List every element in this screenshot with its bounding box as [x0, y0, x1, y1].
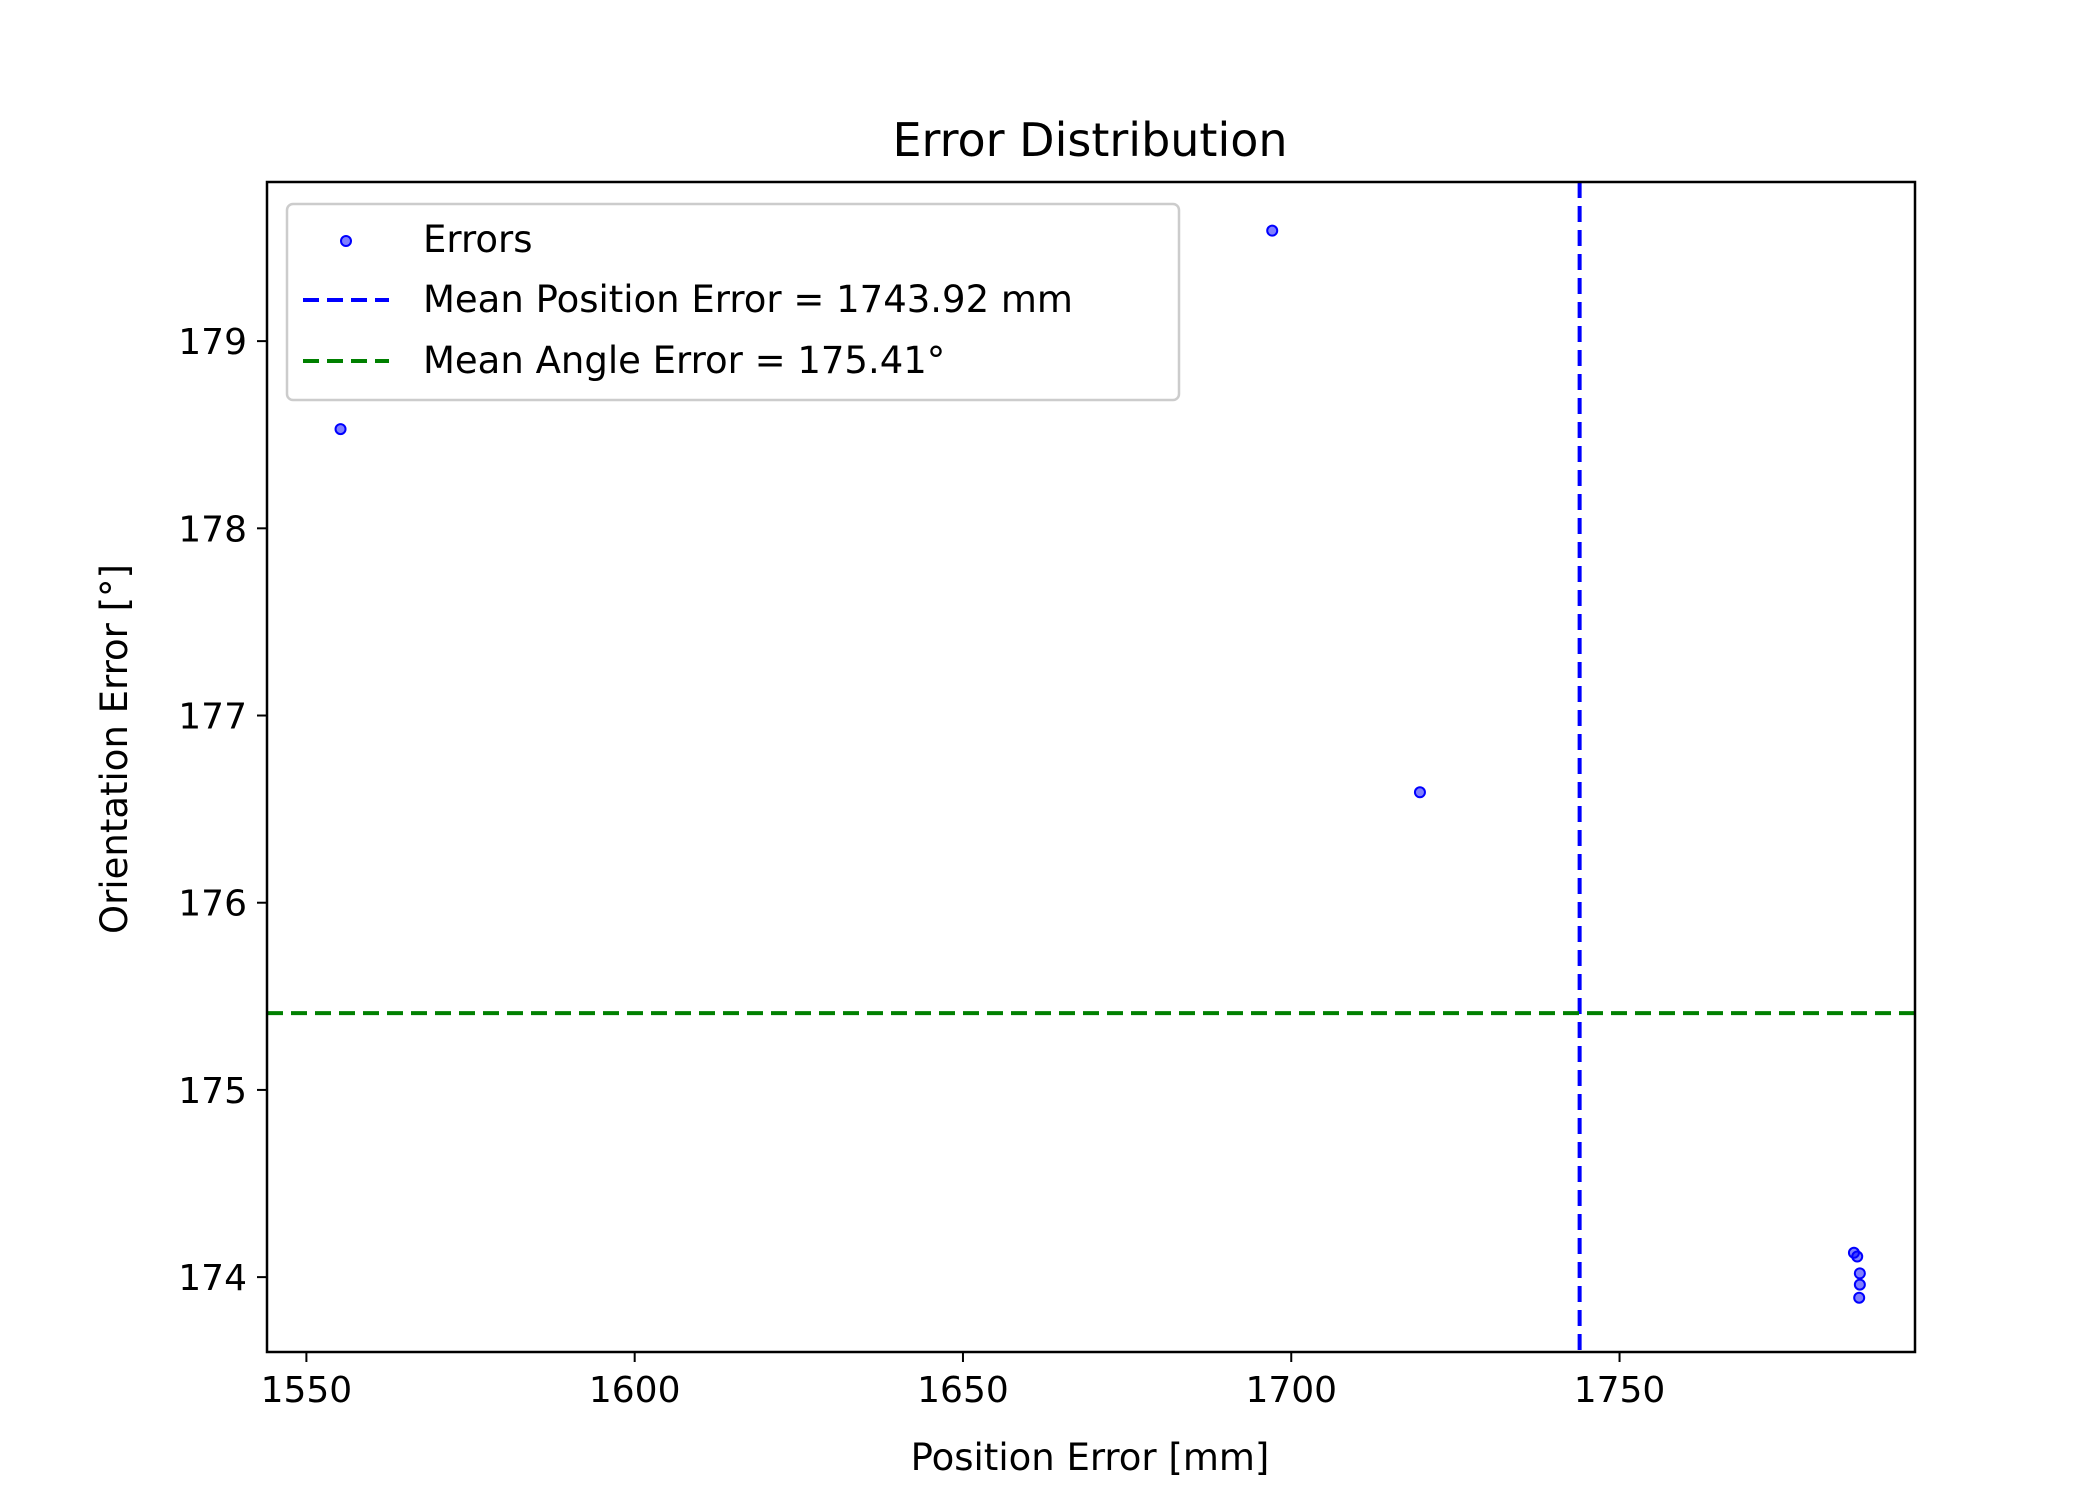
x-tick-label: 1650	[917, 1370, 1009, 1411]
x-tick-label: 1750	[1574, 1370, 1666, 1411]
plot-area	[265, 180, 1917, 1354]
y-tick-label: 178	[178, 509, 247, 550]
scatter-point	[1266, 224, 1279, 237]
scatter-points	[334, 224, 1866, 1304]
legend-label-mean-position: Mean Position Error = 1743.92 mm	[423, 278, 1073, 321]
legend-label-mean-angle: Mean Angle Error = 175.41°	[423, 339, 945, 382]
y-tick-label: 179	[178, 322, 247, 363]
legend-marker-errors	[340, 235, 352, 247]
x-tick-label: 1550	[261, 1370, 353, 1411]
x-tick-label: 1600	[589, 1370, 681, 1411]
scatter-point	[1413, 786, 1426, 799]
x-axis-ticks: 1550 1600 1650 1700 1750	[261, 1352, 1666, 1411]
scatter-point	[334, 423, 347, 436]
y-axis-ticks: 174 175 176 177 178 179	[178, 322, 267, 1299]
scatter-point	[1853, 1291, 1866, 1304]
y-tick-label: 174	[178, 1258, 247, 1299]
y-axis-label: Orientation Error [°]	[93, 564, 136, 934]
legend-label-errors: Errors	[423, 218, 532, 261]
legend-box	[285, 202, 1181, 402]
legend: Errors Mean Position Error = 1743.92 mm …	[285, 202, 1181, 402]
scatter-point	[1853, 1267, 1866, 1280]
y-tick-label: 177	[178, 697, 247, 738]
scatter-point	[1851, 1250, 1864, 1263]
chart-title: Error Distribution	[892, 113, 1287, 167]
y-tick-label: 175	[178, 1071, 247, 1112]
x-tick-label: 1700	[1245, 1370, 1337, 1411]
mean-lines	[267, 182, 1915, 1352]
scatter-point	[1853, 1278, 1866, 1291]
axes-frame	[265, 180, 1917, 1354]
x-axis-label: Position Error [mm]	[911, 1436, 1270, 1479]
y-tick-label: 176	[178, 884, 247, 925]
